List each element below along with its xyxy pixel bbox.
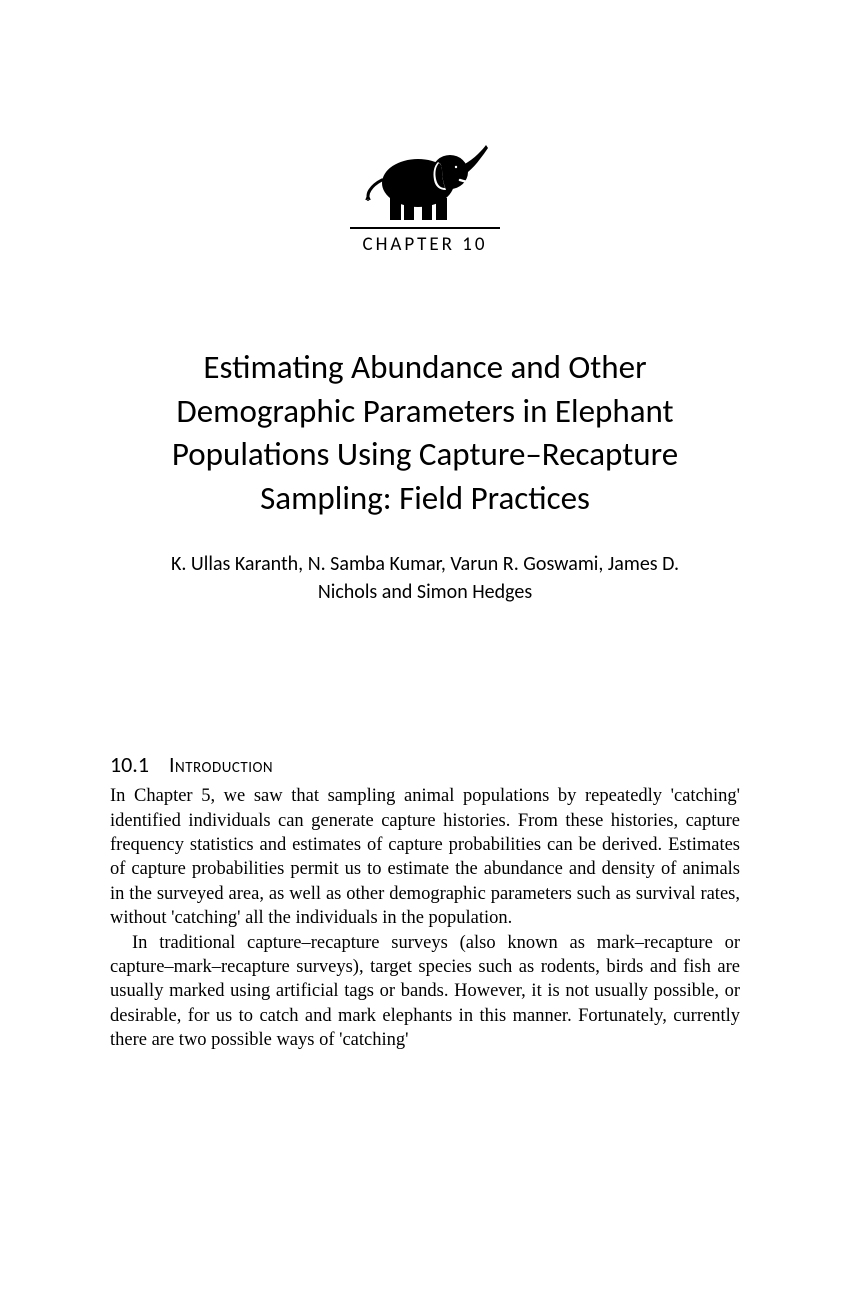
paragraph: In Chapter 5, we saw that sampling anima… — [110, 784, 740, 930]
chapter-authors: K. Ullas Karanth, N. Samba Kumar, Varun … — [110, 550, 740, 606]
paragraph: In traditional capture–recapture surveys… — [110, 931, 740, 1053]
chapter-title: Estimating Abundance and Other Demograph… — [110, 346, 740, 520]
section-title: Introduction — [169, 751, 273, 778]
chapter-rule — [350, 227, 500, 229]
chapter-label: CHAPTER 10 — [362, 233, 487, 256]
section-number: 10.1 — [110, 751, 149, 778]
chapter-badge: CHAPTER 10 — [110, 140, 740, 256]
body-text: In Chapter 5, we saw that sampling anima… — [110, 784, 740, 1052]
elephant-icon — [360, 140, 490, 225]
section-heading: 10.1 Introduction — [110, 751, 740, 778]
